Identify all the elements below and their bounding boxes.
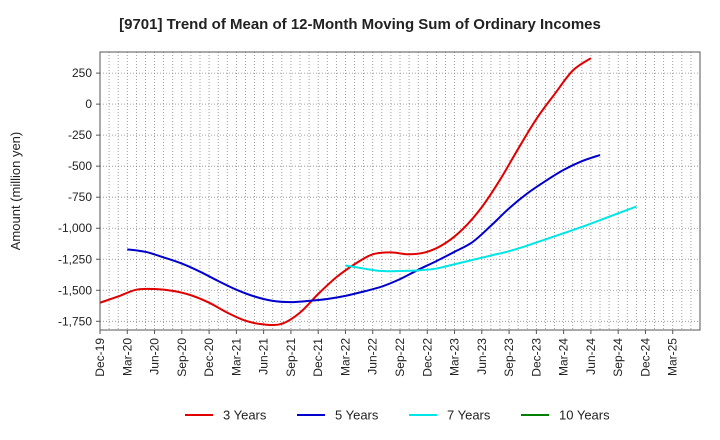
series-line-3-years bbox=[99, 57, 592, 327]
x-tick-label: Sep-20 bbox=[175, 338, 189, 377]
x-tick-label: Jun-24 bbox=[584, 338, 598, 375]
x-tick-label: Mar-20 bbox=[120, 338, 134, 376]
legend-label-5-years: 5 Years bbox=[335, 408, 379, 423]
y-tick-label: -1,250 bbox=[58, 252, 92, 266]
x-tick-label: Jun-22 bbox=[366, 338, 380, 375]
x-tick-label: Mar-22 bbox=[338, 338, 352, 376]
x-tick-label: Dec-23 bbox=[529, 338, 543, 377]
x-tick-label: Mar-24 bbox=[557, 338, 571, 376]
x-tick-label: Mar-25 bbox=[666, 338, 680, 376]
x-tick-label: Sep-21 bbox=[284, 338, 298, 377]
x-tick-label: Sep-24 bbox=[611, 338, 625, 377]
legend: 3 Years 5 Years 7 Years 10 Years bbox=[185, 408, 610, 423]
chart-title: [9701] Trend of Mean of 12-Month Moving … bbox=[119, 16, 601, 33]
y-axis: 250 0 -250 -500 -750 -1,000 -1,250 -1,500 -1,750 bbox=[58, 66, 100, 328]
y-tick-label: 0 bbox=[85, 97, 92, 111]
y-tick-label: -1,500 bbox=[58, 283, 92, 297]
legend-label-3-years: 3 Years bbox=[223, 408, 267, 423]
y-axis-title: Amount (million yen) bbox=[8, 132, 23, 251]
y-tick-label: -500 bbox=[68, 159, 92, 173]
x-tick-label: Dec-21 bbox=[311, 338, 325, 377]
x-tick-label: Sep-22 bbox=[393, 338, 407, 377]
x-tick-label: Jun-20 bbox=[148, 338, 162, 375]
legend-label-10-years: 10 Years bbox=[559, 408, 610, 423]
x-tick-label: Mar-23 bbox=[448, 338, 462, 376]
y-tick-label: -750 bbox=[68, 190, 92, 204]
x-axis: Dec-19 Mar-20 Jun-20 Sep-20 Dec-20 Mar-21 Jun-… bbox=[93, 330, 680, 377]
y-tick-label: -1,000 bbox=[58, 221, 92, 235]
x-tick-label: Mar-21 bbox=[229, 338, 243, 376]
x-tick-label: Dec-24 bbox=[638, 338, 652, 377]
legend-label-7-years: 7 Years bbox=[447, 408, 491, 423]
series-line-7-years bbox=[345, 205, 637, 273]
x-tick-label: Jun-21 bbox=[257, 338, 271, 375]
x-tick-label: Dec-22 bbox=[420, 338, 434, 377]
grid bbox=[100, 52, 700, 330]
series-lines bbox=[99, 57, 637, 327]
y-tick-label: -250 bbox=[68, 128, 92, 142]
series-line-5-years bbox=[127, 154, 601, 304]
y-tick-label: -1,750 bbox=[58, 314, 92, 328]
y-tick-label: 250 bbox=[72, 66, 92, 80]
x-tick-label: Jun-23 bbox=[475, 338, 489, 375]
x-tick-label: Dec-20 bbox=[202, 338, 216, 377]
x-tick-label: Dec-19 bbox=[93, 338, 107, 377]
x-tick-label: Sep-23 bbox=[502, 338, 516, 377]
